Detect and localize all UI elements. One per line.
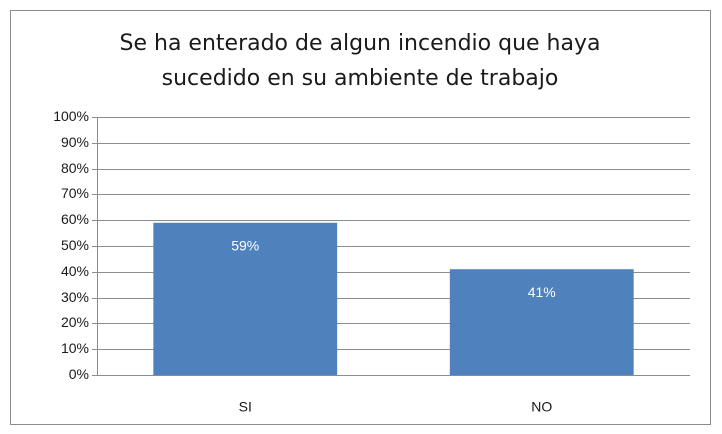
chart-title: Se ha enterado de algun incendio que hay… bbox=[119, 31, 601, 91]
y-tick-label: 30% bbox=[61, 289, 89, 305]
y-tick-label: 20% bbox=[61, 314, 89, 330]
y-tick-label: 50% bbox=[61, 237, 89, 253]
data-label: 59% bbox=[231, 237, 259, 253]
y-tick-label: 90% bbox=[61, 134, 89, 150]
y-tick-label: 70% bbox=[61, 185, 89, 201]
bar bbox=[449, 269, 634, 375]
y-tick-label: 100% bbox=[53, 108, 89, 124]
x-tick-label: NO bbox=[531, 399, 552, 415]
y-tick-label: 40% bbox=[61, 263, 89, 279]
y-tick-label: 80% bbox=[61, 160, 89, 176]
y-tick-label: 0% bbox=[69, 366, 89, 382]
y-tick-label: 60% bbox=[61, 211, 89, 227]
bar bbox=[153, 222, 338, 375]
data-label: 41% bbox=[528, 284, 556, 300]
y-tick-label: 10% bbox=[61, 340, 89, 356]
x-tick-label: SI bbox=[239, 399, 252, 415]
